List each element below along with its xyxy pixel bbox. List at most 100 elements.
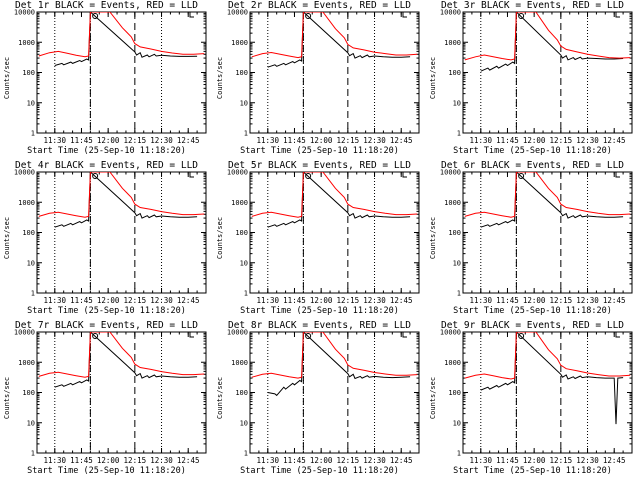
events-series-line xyxy=(267,12,411,68)
y-tick-label: 10 xyxy=(453,259,461,267)
events-series-line xyxy=(480,172,624,228)
lld-series-line xyxy=(251,12,418,59)
bracket-marker xyxy=(615,172,620,178)
detector-panel-4: 1 10 100 1000 10000 11:30 11:45 12:00 12:15 12:30… xyxy=(0,160,213,320)
x-tick-label: 12:45 xyxy=(390,296,413,305)
plot-frame xyxy=(462,171,633,294)
y-tick-label: 10 xyxy=(240,419,248,427)
detector-panel-6: 1 10 100 1000 10000 11:30 11:45 12:00 12:15 12:30… xyxy=(426,160,639,320)
y-tick-label: 100 xyxy=(22,69,35,77)
bracket-marker xyxy=(189,12,194,18)
x-tick-label: 12:15 xyxy=(124,456,147,465)
detector-panel-5: 1 10 100 1000 10000 11:30 11:45 12:00 12:15 12:30… xyxy=(213,160,426,320)
y-axis-label: Counts/sec xyxy=(3,56,11,100)
detector-panel-9: 1 10 100 1000 10000 11:30 11:45 12:00 12:15 12:30… xyxy=(426,320,639,480)
y-tick-label: 1000 xyxy=(444,39,461,47)
x-axis-label: Start Time (25-Sep-10 11:18:20) xyxy=(240,466,399,476)
bracket-marker xyxy=(615,12,620,18)
y-tick-label: 1 xyxy=(244,130,248,138)
x-tick-label: 12:15 xyxy=(550,456,573,465)
x-tick-label: 12:30 xyxy=(576,136,599,145)
plot-svg: 1 10 100 1000 10000 11:30 11:45 12:00 12:15 12:30… xyxy=(440,9,633,145)
y-tick-label: 1 xyxy=(457,290,461,298)
events-series-line xyxy=(480,12,624,72)
y-tick-label: 100 xyxy=(235,389,248,397)
detector-panel-7: 1 10 100 1000 10000 11:30 11:45 12:00 12:15 12:30… xyxy=(0,320,213,480)
y-tick-label: 10000 xyxy=(440,9,461,17)
plot-svg: 1 10 100 1000 10000 11:30 11:45 12:00 12:15 12:30… xyxy=(14,9,207,145)
x-axis-label: Start Time (25-Sep-10 11:18:20) xyxy=(27,466,186,476)
plot-frame xyxy=(249,171,420,294)
x-tick-label: 12:15 xyxy=(124,136,147,145)
x-tick-label: 12:15 xyxy=(550,136,573,145)
y-tick-label: 1000 xyxy=(18,199,35,207)
circle-marker xyxy=(518,13,525,19)
y-tick-label: 1 xyxy=(31,450,35,458)
y-tick-label: 100 xyxy=(22,389,35,397)
y-tick-label: 100 xyxy=(448,389,461,397)
bracket-marker xyxy=(189,332,194,338)
plot-svg: 1 10 100 1000 10000 11:30 11:45 12:00 12:15 12:30… xyxy=(14,169,207,305)
x-tick-label: 11:45 xyxy=(70,136,93,145)
y-tick-label: 10000 xyxy=(14,329,35,337)
events-series-line xyxy=(267,332,411,397)
lld-series-line xyxy=(38,332,205,378)
plot-frame xyxy=(462,11,633,134)
y-tick-label: 1 xyxy=(457,450,461,458)
panel-title: Det 2r BLACK = Events, RED = LLD xyxy=(227,0,412,11)
y-tick-label: 1000 xyxy=(444,199,461,207)
x-tick-label: 12:30 xyxy=(150,296,173,305)
x-tick-label: 12:15 xyxy=(337,296,360,305)
x-tick-label: 12:30 xyxy=(150,456,173,465)
x-tick-label: 12:00 xyxy=(310,296,333,305)
x-tick-label: 11:30 xyxy=(470,136,493,145)
x-tick-label: 12:30 xyxy=(363,456,386,465)
y-tick-label: 1 xyxy=(244,450,248,458)
y-tick-label: 10 xyxy=(27,419,35,427)
y-axis-label: Counts/sec xyxy=(429,56,437,100)
plot-frame xyxy=(249,331,420,454)
y-axis-label: Counts/sec xyxy=(3,216,11,260)
plot-svg: 1 10 100 1000 10000 11:30 11:45 12:00 12:15 12:30… xyxy=(440,329,633,465)
events-series-line xyxy=(54,332,198,388)
y-axis-label: Counts/sec xyxy=(3,376,11,420)
x-tick-label: 11:45 xyxy=(70,456,93,465)
bracket-marker xyxy=(189,172,194,178)
y-tick-label: 100 xyxy=(448,69,461,77)
plot-svg: 1 10 100 1000 10000 11:30 11:45 12:00 12:15 12:30… xyxy=(227,329,420,465)
plot-svg: 1 10 100 1000 10000 11:30 11:45 12:00 12:15 12:30… xyxy=(227,9,420,145)
y-tick-label: 1 xyxy=(31,290,35,298)
x-tick-label: 12:00 xyxy=(97,456,120,465)
lld-series-line xyxy=(464,332,631,380)
y-tick-label: 100 xyxy=(448,229,461,237)
x-tick-label: 11:45 xyxy=(496,136,519,145)
x-tick-label: 12:45 xyxy=(177,136,200,145)
x-tick-label: 11:30 xyxy=(44,456,67,465)
plot-svg: 1 10 100 1000 10000 11:30 11:45 12:00 12:15 12:30… xyxy=(14,329,207,465)
y-tick-label: 1000 xyxy=(231,199,248,207)
events-series-line xyxy=(54,12,198,66)
x-tick-label: 12:30 xyxy=(576,456,599,465)
x-tick-label: 11:30 xyxy=(470,456,493,465)
x-tick-label: 11:30 xyxy=(44,136,67,145)
x-tick-label: 12:45 xyxy=(603,136,626,145)
x-tick-label: 11:45 xyxy=(283,456,306,465)
x-tick-label: 11:45 xyxy=(70,296,93,305)
x-tick-label: 12:00 xyxy=(310,456,333,465)
panel-title: Det 9r BLACK = Events, RED = LLD xyxy=(440,320,625,331)
x-axis-label: Start Time (25-Sep-10 11:18:20) xyxy=(453,466,612,476)
bracket-marker xyxy=(402,172,407,178)
x-tick-label: 12:30 xyxy=(363,296,386,305)
y-tick-label: 1000 xyxy=(18,359,35,367)
x-tick-label: 12:45 xyxy=(390,456,413,465)
x-tick-label: 12:15 xyxy=(337,456,360,465)
x-tick-label: 12:45 xyxy=(390,136,413,145)
lld-series-line xyxy=(464,172,631,218)
detector-panel-8: 1 10 100 1000 10000 11:30 11:45 12:00 12:15 12:30… xyxy=(213,320,426,480)
bracket-marker xyxy=(402,12,407,18)
panel-title: Det 1r BLACK = Events, RED = LLD xyxy=(14,0,199,11)
events-series-line xyxy=(480,332,624,425)
x-tick-label: 11:45 xyxy=(496,296,519,305)
events-series-line xyxy=(267,172,411,228)
